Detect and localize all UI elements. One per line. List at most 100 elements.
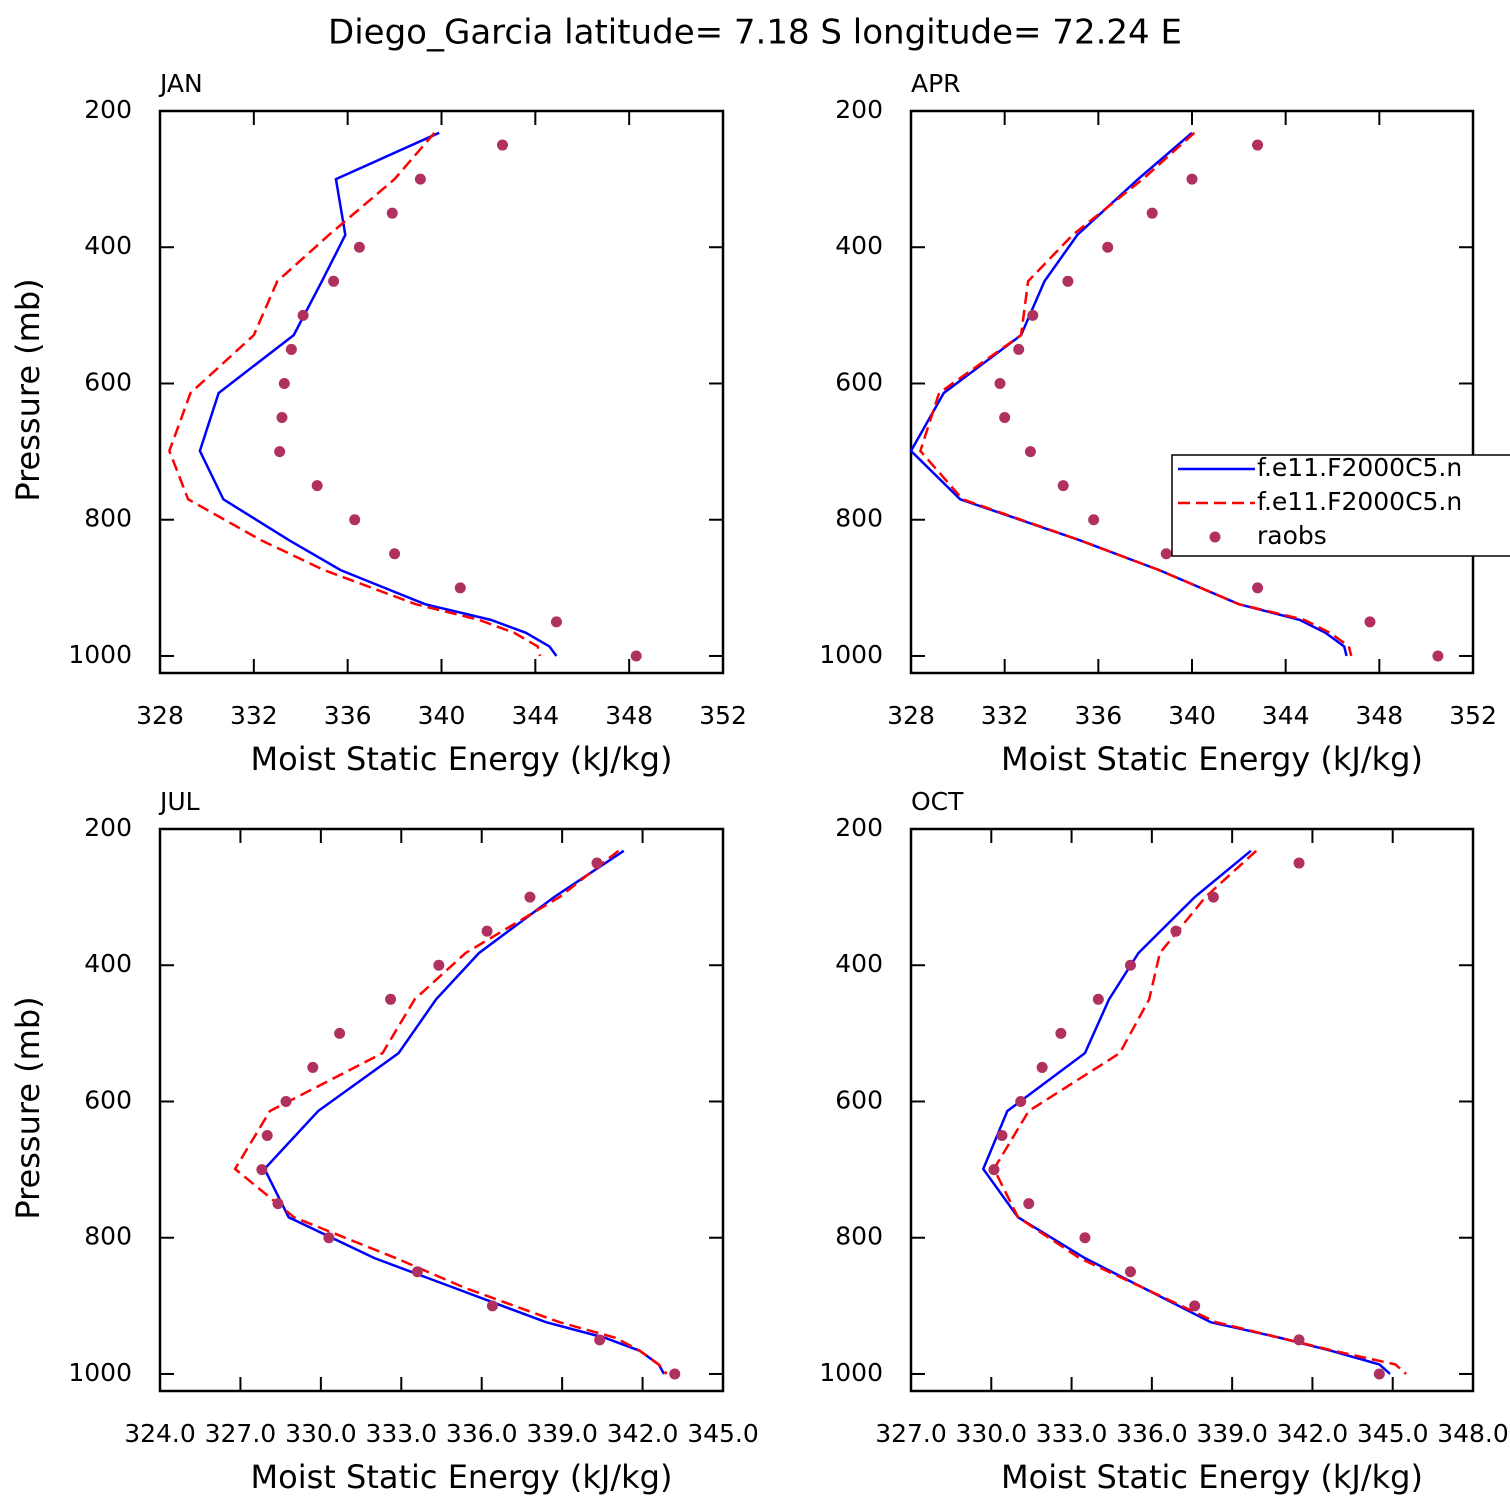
x-tick-label: 330.0 [285, 1419, 357, 1448]
raob-point [1013, 343, 1025, 355]
x-tick-label: 332 [981, 701, 1029, 730]
panel-title: JAN [158, 69, 203, 98]
profile-line [233, 849, 668, 1375]
x-tick-label: 340 [1168, 701, 1216, 730]
raob-point [323, 1232, 335, 1244]
profile-line [198, 131, 558, 657]
panel-title: JUL [158, 787, 200, 816]
raob-point [1057, 480, 1069, 492]
x-tick-label: 327.0 [205, 1419, 277, 1448]
profile-line [992, 849, 1407, 1375]
raob-point [311, 480, 323, 492]
raob-point [999, 412, 1011, 424]
x-tick-label: 348.0 [1437, 1419, 1509, 1448]
raob-point [1293, 857, 1305, 869]
raob-point [1062, 275, 1074, 287]
raob-point [669, 1368, 681, 1380]
raob-point [1102, 241, 1114, 253]
y-tick-label: 600 [84, 1085, 132, 1114]
y-tick-label: 600 [835, 367, 883, 396]
raob-point [1036, 1061, 1048, 1073]
raob-point [1432, 650, 1444, 662]
x-tick-label: 327.0 [875, 1419, 947, 1448]
y-axis-label: Pressure (mb) [9, 996, 47, 1219]
raob-point [994, 377, 1006, 389]
x-tick-label: 336 [1074, 701, 1122, 730]
y-tick-label: 1000 [819, 1358, 883, 1387]
raob-point [1124, 959, 1136, 971]
raob-point [1088, 514, 1100, 526]
raob-point [328, 275, 340, 287]
y-tick-label: 800 [835, 1222, 883, 1251]
raob-point [1092, 993, 1104, 1005]
raob-point [1024, 446, 1036, 458]
raob-point [1293, 1334, 1305, 1346]
raob-point [274, 446, 286, 458]
raob-point [1189, 1300, 1201, 1312]
panel: JUL 324.0 327.0 330.0 333.0 336.0 339.0 342.0 34… [9, 787, 759, 1496]
plot-frame [158, 827, 725, 1393]
x-tick-label: 336.0 [446, 1419, 518, 1448]
legend-label: raobs [1257, 521, 1327, 550]
y-axis-label: Pressure (mb) [9, 278, 47, 501]
raob-point [996, 1130, 1008, 1142]
raob-point [385, 993, 397, 1005]
x-axis-label: Moist Static Energy (kJ/kg) [251, 740, 673, 778]
y-tick-label: 400 [84, 231, 132, 260]
x-tick-label: 345.0 [687, 1419, 759, 1448]
raob-point [481, 925, 493, 937]
raob-point [1252, 139, 1264, 151]
x-tick-label: 344 [511, 701, 559, 730]
x-tick-label: 336.0 [1116, 1419, 1188, 1448]
raob-point [1055, 1027, 1067, 1039]
legend: f.e11.F2000C5.n f.e11.F2000C5.n raobs [1171, 453, 1510, 557]
panel: OCT 327.0 330.0 333.0 336.0 339.0 342.0 345.0 34… [819, 787, 1508, 1496]
y-tick-label: 600 [84, 367, 132, 396]
y-tick-label: 1000 [68, 640, 132, 669]
x-tick-label: 324.0 [124, 1419, 196, 1448]
y-tick-label: 400 [835, 949, 883, 978]
x-tick-label: 333.0 [1036, 1419, 1108, 1448]
y-tick-label: 400 [835, 231, 883, 260]
raob-point [1373, 1368, 1385, 1380]
y-tick-label: 200 [835, 813, 883, 842]
raob-point [594, 1334, 606, 1346]
x-tick-label: 332 [230, 701, 278, 730]
legend-label: f.e11.F2000C5.n [1257, 453, 1462, 482]
raob-point [433, 959, 445, 971]
raob-point [1079, 1232, 1091, 1244]
raob-point [414, 173, 426, 185]
raob-point [353, 241, 365, 253]
raob-point [389, 548, 401, 560]
raob-point [285, 343, 297, 355]
raob-point [272, 1198, 284, 1210]
raob-point [1146, 207, 1158, 219]
raob-point [988, 1164, 1000, 1176]
legend-marker [1209, 531, 1221, 543]
raob-point [1207, 891, 1219, 903]
legend-box [1171, 454, 1510, 557]
panel: JAN 328 332 336 340 344 348 352 200 400 600 800 1000… [9, 69, 747, 778]
y-tick-label: 600 [835, 1085, 883, 1114]
x-tick-label: 348 [605, 701, 653, 730]
raob-point [550, 616, 562, 628]
raob-point [524, 891, 536, 903]
raob-point [349, 514, 361, 526]
raob-point [411, 1266, 423, 1278]
x-axis-label: Moist Static Energy (kJ/kg) [1001, 740, 1423, 778]
raob-point [278, 377, 290, 389]
x-tick-label: 342.0 [1277, 1419, 1349, 1448]
profile-line [168, 131, 542, 657]
y-tick-label: 200 [84, 813, 132, 842]
raob-point [1027, 309, 1039, 321]
y-tick-label: 800 [84, 1222, 132, 1251]
panel-title: APR [911, 69, 961, 98]
raob-point [496, 139, 508, 151]
figure-title: Diego_Garcia latitude= 7.18 S longitude=… [328, 13, 1182, 53]
raob-point [256, 1164, 268, 1176]
x-axis-label: Moist Static Energy (kJ/kg) [1001, 1458, 1423, 1496]
raob-point [1124, 1266, 1136, 1278]
plot-frame [909, 827, 1475, 1393]
y-tick-label: 1000 [68, 1358, 132, 1387]
raob-point [261, 1130, 273, 1142]
